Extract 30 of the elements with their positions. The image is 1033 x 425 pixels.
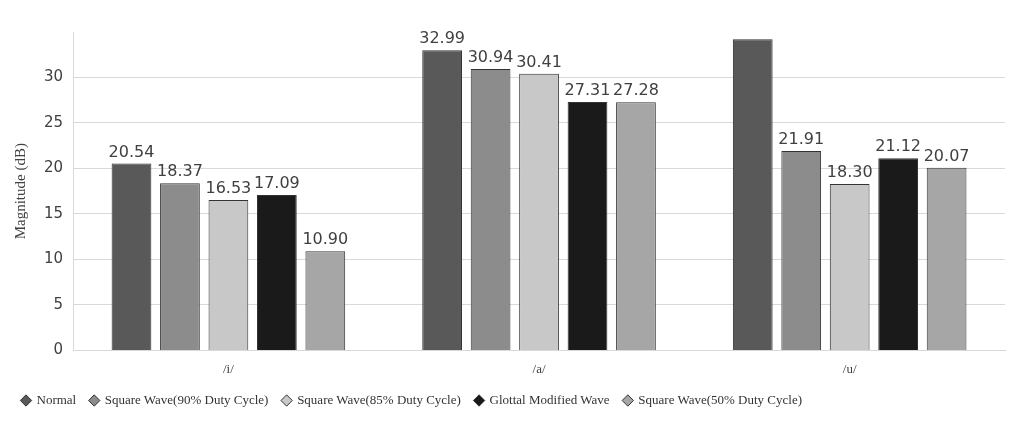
legend-label: Square Wave(50% Duty Cycle) bbox=[638, 391, 803, 407]
y-tick-label: 5 bbox=[53, 294, 64, 313]
data-label: 18.37 bbox=[157, 161, 203, 181]
y-tick-label: 10 bbox=[43, 249, 64, 268]
y-tick-label: 0 bbox=[53, 340, 64, 359]
data-label: 16.53 bbox=[205, 178, 252, 198]
data-label: 30.94 bbox=[467, 47, 514, 67]
legend-label: Normal bbox=[36, 391, 77, 407]
data-label: 21.91 bbox=[778, 129, 825, 149]
y-tick-label: 15 bbox=[43, 203, 64, 222]
y-tick-label: 30 bbox=[43, 67, 64, 86]
data-label: 20.07 bbox=[923, 145, 970, 165]
data-label: 17.09 bbox=[253, 173, 300, 193]
legend-label: Glottal Modified Wave bbox=[489, 391, 610, 407]
legend-label: Square Wave(85% Duty Cycle) bbox=[297, 391, 461, 407]
data-label: 10.90 bbox=[302, 229, 349, 249]
x-tick-label: /u/ bbox=[842, 360, 857, 376]
data-label: 27.28 bbox=[613, 80, 659, 100]
data-label: 27.31 bbox=[564, 80, 611, 100]
x-tick-label: /a/ bbox=[532, 360, 546, 376]
data-label: 20.54 bbox=[108, 141, 155, 161]
data-label: 18.30 bbox=[826, 162, 873, 182]
y-axis-title: Magnitude (dB) bbox=[11, 143, 29, 240]
data-label: 32.99 bbox=[419, 28, 466, 48]
y-tick-label: 20 bbox=[43, 158, 64, 177]
data-label: 21.12 bbox=[875, 136, 922, 156]
legend-label: Square Wave(90% Duty Cycle) bbox=[104, 391, 269, 407]
x-tick-label: /i/ bbox=[222, 360, 235, 376]
data-label: 30.41 bbox=[516, 51, 562, 71]
y-tick-label: 25 bbox=[43, 112, 64, 131]
